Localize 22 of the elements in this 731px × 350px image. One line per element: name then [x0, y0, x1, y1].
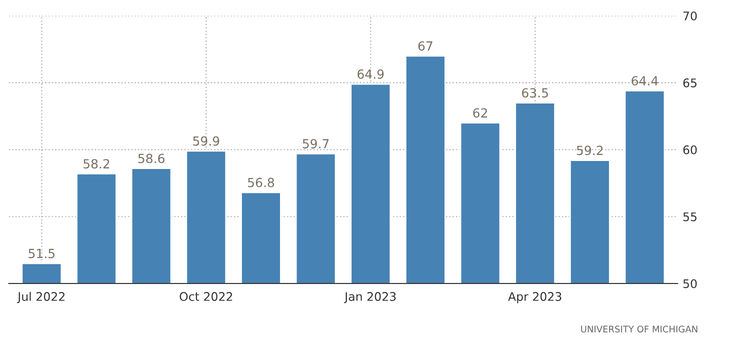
x-tick-label: Oct 2022 — [180, 292, 232, 301]
y-tick-label: 60 — [683, 145, 697, 154]
x-tick-label: Jan 2023 — [344, 292, 396, 304]
data-label: 56.8 — [248, 178, 274, 188]
data-label: 67 — [418, 41, 432, 51]
y-tick-label: 65 — [683, 78, 696, 88]
data-label: 63.5 — [522, 88, 548, 98]
text: UNIVERSITY OF MICHIGAN — [581, 326, 698, 332]
y-tick-label: 50 — [683, 279, 697, 288]
data-label: 58.6 — [138, 154, 164, 164]
data-label: 64.9 — [358, 69, 384, 79]
data-label: 64.4 — [632, 76, 658, 86]
data-label: 62 — [473, 108, 487, 118]
data-label: 59.7 — [302, 138, 329, 148]
data-label: 59.9 — [193, 136, 220, 146]
y-tick-label: 70 — [683, 11, 697, 20]
data-label: 58.2 — [84, 159, 110, 169]
data-label: 59.2 — [576, 146, 603, 156]
y-tick-label: 55 — [683, 212, 696, 222]
x-tick-label: Apr 2023 — [508, 292, 562, 304]
x-tick-label: Jul 2022 — [17, 292, 65, 304]
data-label: 51.5 — [28, 248, 54, 258]
